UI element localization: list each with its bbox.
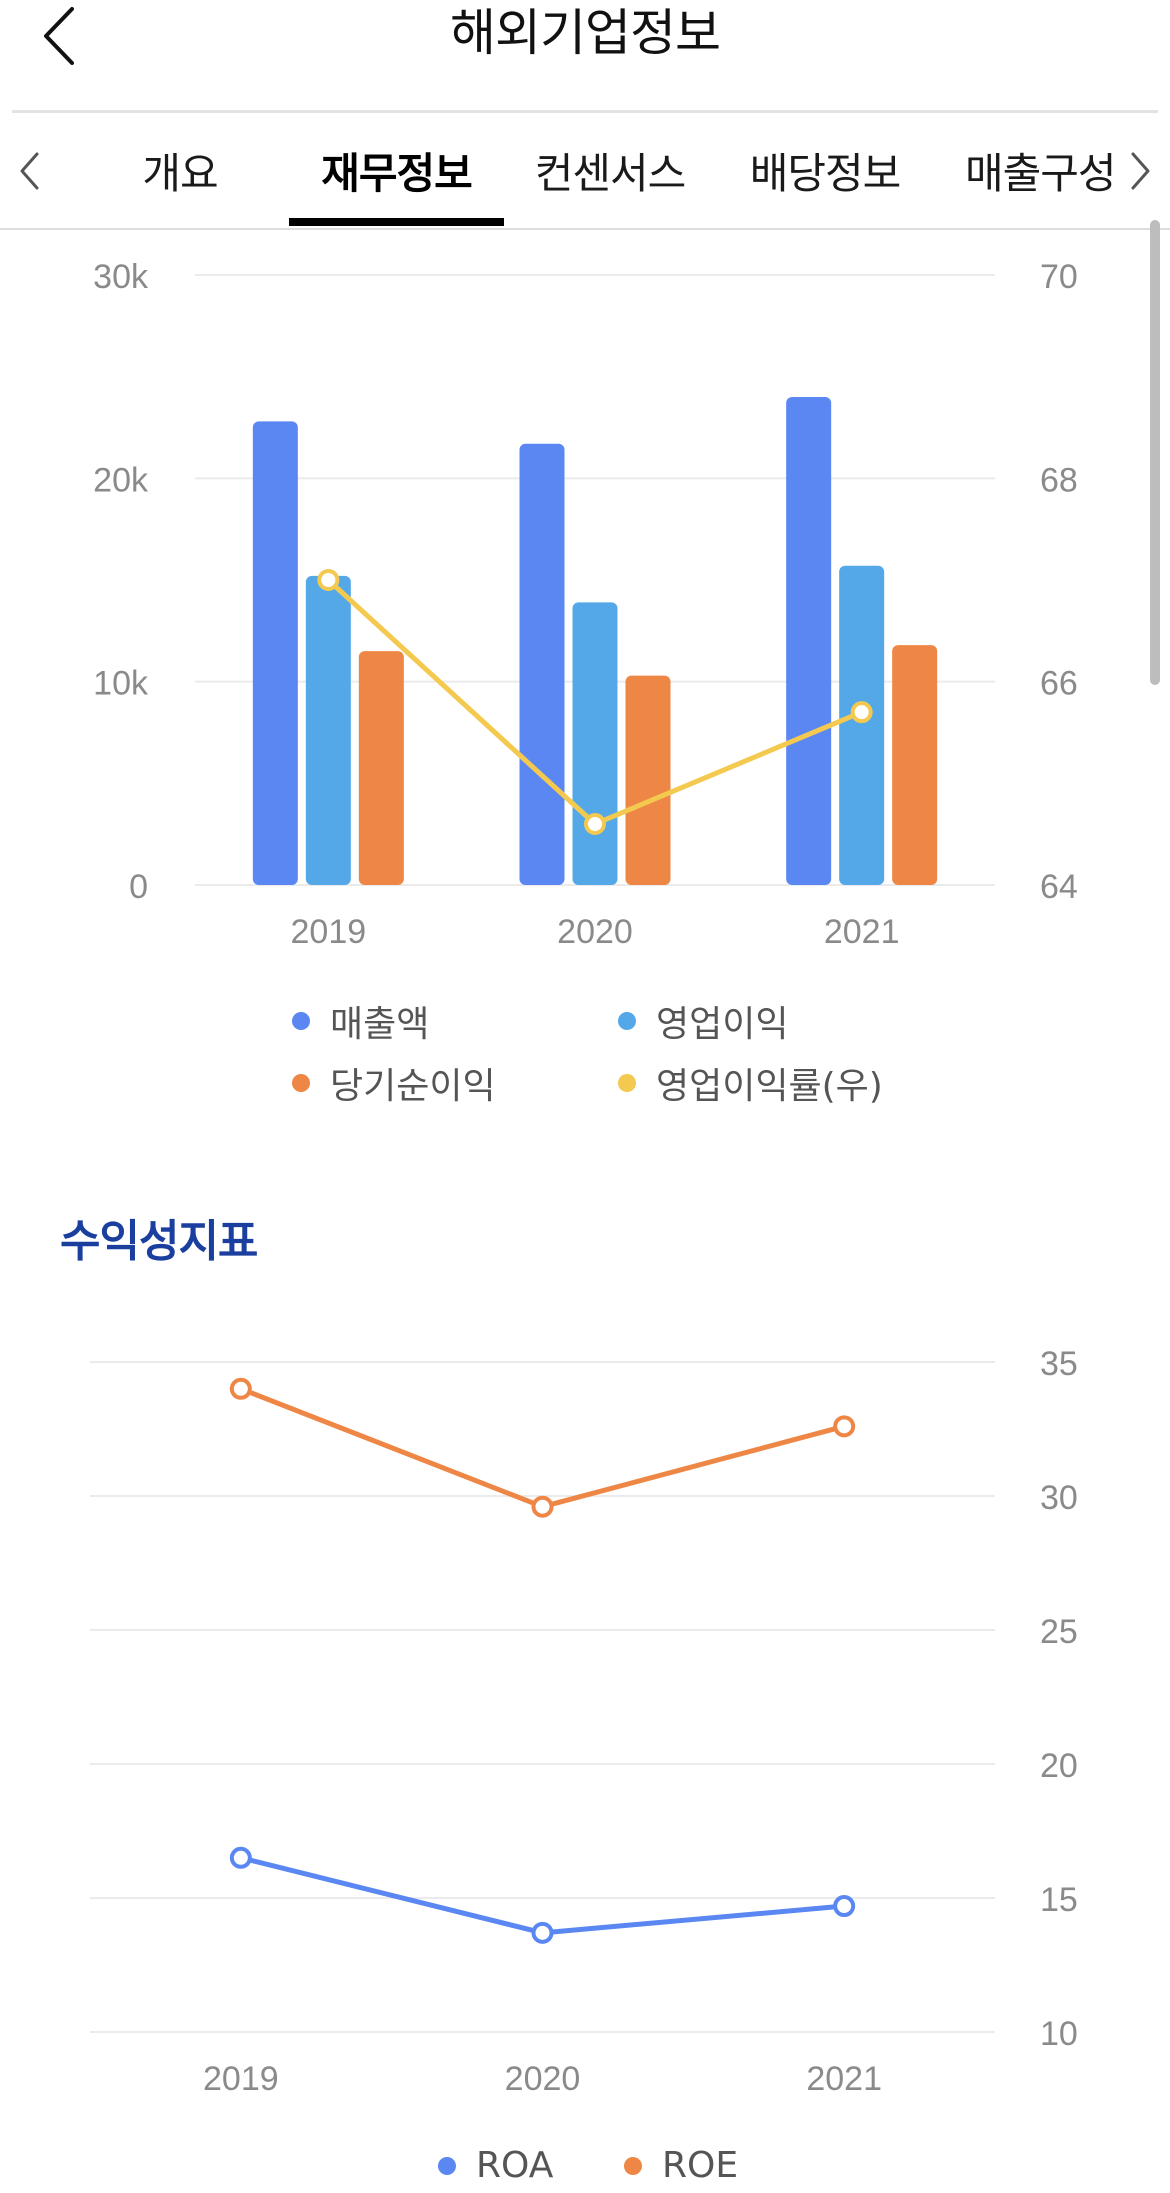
bar-2020-1 [572,602,618,885]
legend-dot-operating-profit [618,1012,636,1030]
bar-2021-0 [786,397,832,885]
y-tick-label: 10 [1040,2015,1078,2053]
legend-dot-roe [624,2156,642,2175]
section-title-profitability: 수익성지표 [60,1216,258,1267]
y-tick-label: 30k [93,258,149,296]
tab-overview[interactable]: 개요 [142,149,218,198]
financial-chart: 0 64 10k 66 20k 68 30k 70 2019 2020 2021 [93,258,1078,951]
header-divider [12,110,1158,113]
legend-label-operating-profit: 영업이익 [656,1004,789,1045]
legend-label-roa: ROA [476,2145,554,2186]
op-margin-point-2019 [317,569,340,591]
active-tab-indicator [289,218,504,226]
y-tick-label: 25 [1040,1613,1078,1651]
chevron-left-icon [20,152,39,189]
y-tick-label: 35 [1040,1345,1078,1383]
tab-dividend-info[interactable]: 배당정보 [749,149,902,198]
y-tick-label: 15 [1040,1881,1078,1919]
legend-label-revenue: 매출액 [330,1004,430,1045]
x-tick-label: 2019 [291,913,367,951]
y-tick-label: 20 [1040,1747,1078,1785]
top-header: 해외기업정보 [0,0,1170,72]
roe-point-2020 [531,1495,554,1518]
roe-line [239,1386,845,1510]
x-tick-label: 2021 [806,2060,882,2098]
y2-tick-label: 64 [1040,868,1078,906]
roe-point-2019 [229,1377,252,1400]
legend-label-net-income: 당기순이익 [330,1066,496,1107]
legend-item-op-margin[interactable]: 영업이익률(우) [618,1057,883,1109]
tab-financial-info[interactable]: 재무정보 [321,149,473,198]
op-margin-point-2020 [584,813,606,835]
back-button[interactable] [40,0,100,72]
bar-2020-0 [519,443,565,885]
y-tick-label: 0 [129,868,148,906]
tab-scroll-right-button[interactable] [1118,113,1164,228]
bar-2019-1 [305,575,351,885]
roa-point-2019 [229,1846,252,1869]
roa-line [240,1855,845,1936]
tab-scroll-left-button[interactable] [6,113,52,228]
chevron-right-icon [1131,152,1150,189]
tab-consensus[interactable]: 컨센서스 [534,149,687,198]
bar-2020-2 [625,675,671,885]
x-tick-label: 2020 [557,913,633,951]
tab-revenue-composition[interactable]: 매출구성 [965,149,1117,198]
page-title: 해외기업정보 [450,4,721,62]
bar-2019-2 [358,651,404,885]
roa-point-2021 [833,1895,856,1918]
legend-dot-revenue [292,1012,310,1030]
legend-dot-op-margin [618,1074,636,1092]
legend-item-operating-profit[interactable]: 영업이익 [618,995,788,1047]
bar-2019-0 [252,421,298,885]
y-tick-label: 10k [93,665,149,703]
legend-item-roe[interactable]: ROE [624,2145,738,2186]
tab-bar: 개요 재무정보 컨센서스 배당정보 매출구성 [0,113,1170,230]
x-tick-label: 2020 [505,2060,581,2098]
y2-tick-label: 70 [1040,258,1078,296]
legend-item-net-income[interactable]: 당기순이익 [292,1057,496,1109]
chevron-left-icon [44,7,74,65]
bar-2021-1 [839,565,885,885]
legend-label-op-margin: 영업이익률(우) [656,1066,883,1107]
legend-item-revenue[interactable]: 매출액 [292,995,429,1047]
scrollbar[interactable] [1150,220,1160,685]
y2-tick-label: 68 [1040,461,1078,499]
legend-dot-net-income [292,1074,310,1092]
roe-point-2021 [833,1415,856,1438]
legend-dot-roa [438,2156,456,2175]
bar-2021-2 [892,645,938,885]
x-tick-label: 2021 [824,913,900,951]
y-tick-label: 20k [93,461,149,499]
x-tick-label: 2019 [203,2060,279,2098]
y2-tick-label: 66 [1040,665,1078,703]
y-tick-label: 30 [1040,1479,1078,1517]
op-margin-point-2021 [850,701,873,724]
profitability-chart: 10 15 20 25 30 35 2019 2020 2021 [90,1345,1078,2098]
legend-label-roe: ROE [662,2145,739,2186]
legend-item-roa[interactable]: ROA [438,2145,553,2186]
roa-point-2020 [531,1921,554,1944]
